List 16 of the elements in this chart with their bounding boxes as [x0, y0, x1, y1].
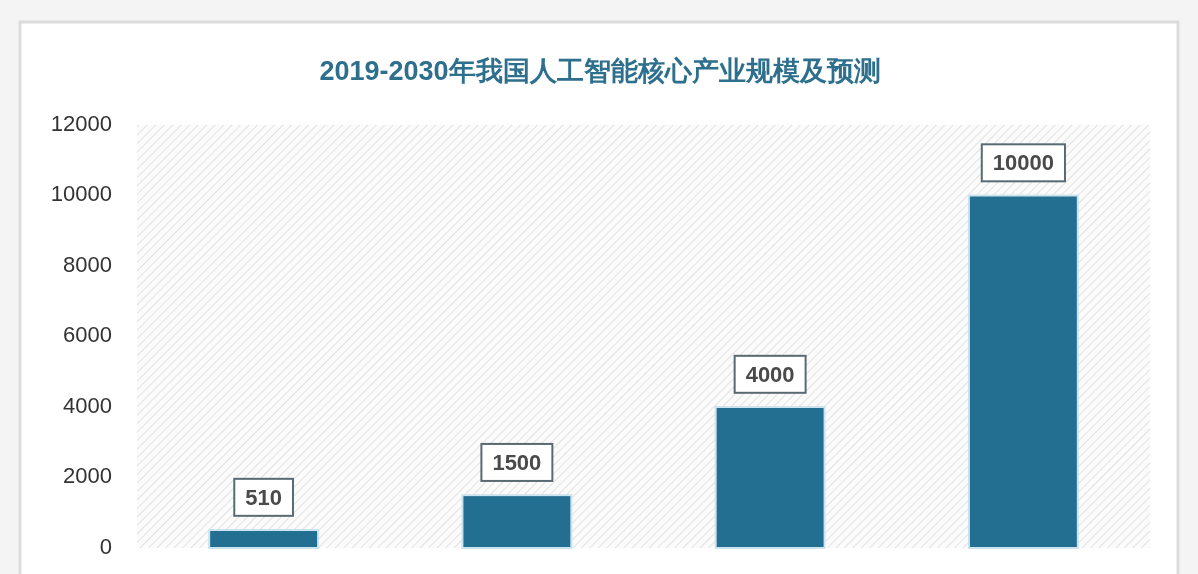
y-tick-label: 12000: [50, 110, 112, 136]
data-label: 1500: [492, 449, 542, 475]
bar: [208, 529, 320, 549]
data-label: 4000: [745, 361, 795, 387]
data-label: 10000: [992, 150, 1054, 176]
bar: [967, 194, 1079, 549]
y-tick-label: 8000: [63, 251, 112, 277]
data-label: 510: [245, 484, 282, 510]
chart-title: 2019-2030年我国人工智能核心产业规模及预测: [319, 56, 881, 86]
y-tick-label: 2000: [63, 463, 112, 489]
bar: [461, 494, 573, 549]
y-tick-label: 0: [99, 533, 112, 559]
y-tick-label: 6000: [63, 322, 112, 348]
bar: [714, 406, 826, 549]
y-tick-label: 4000: [63, 392, 112, 418]
y-tick-label: 10000: [50, 181, 112, 207]
